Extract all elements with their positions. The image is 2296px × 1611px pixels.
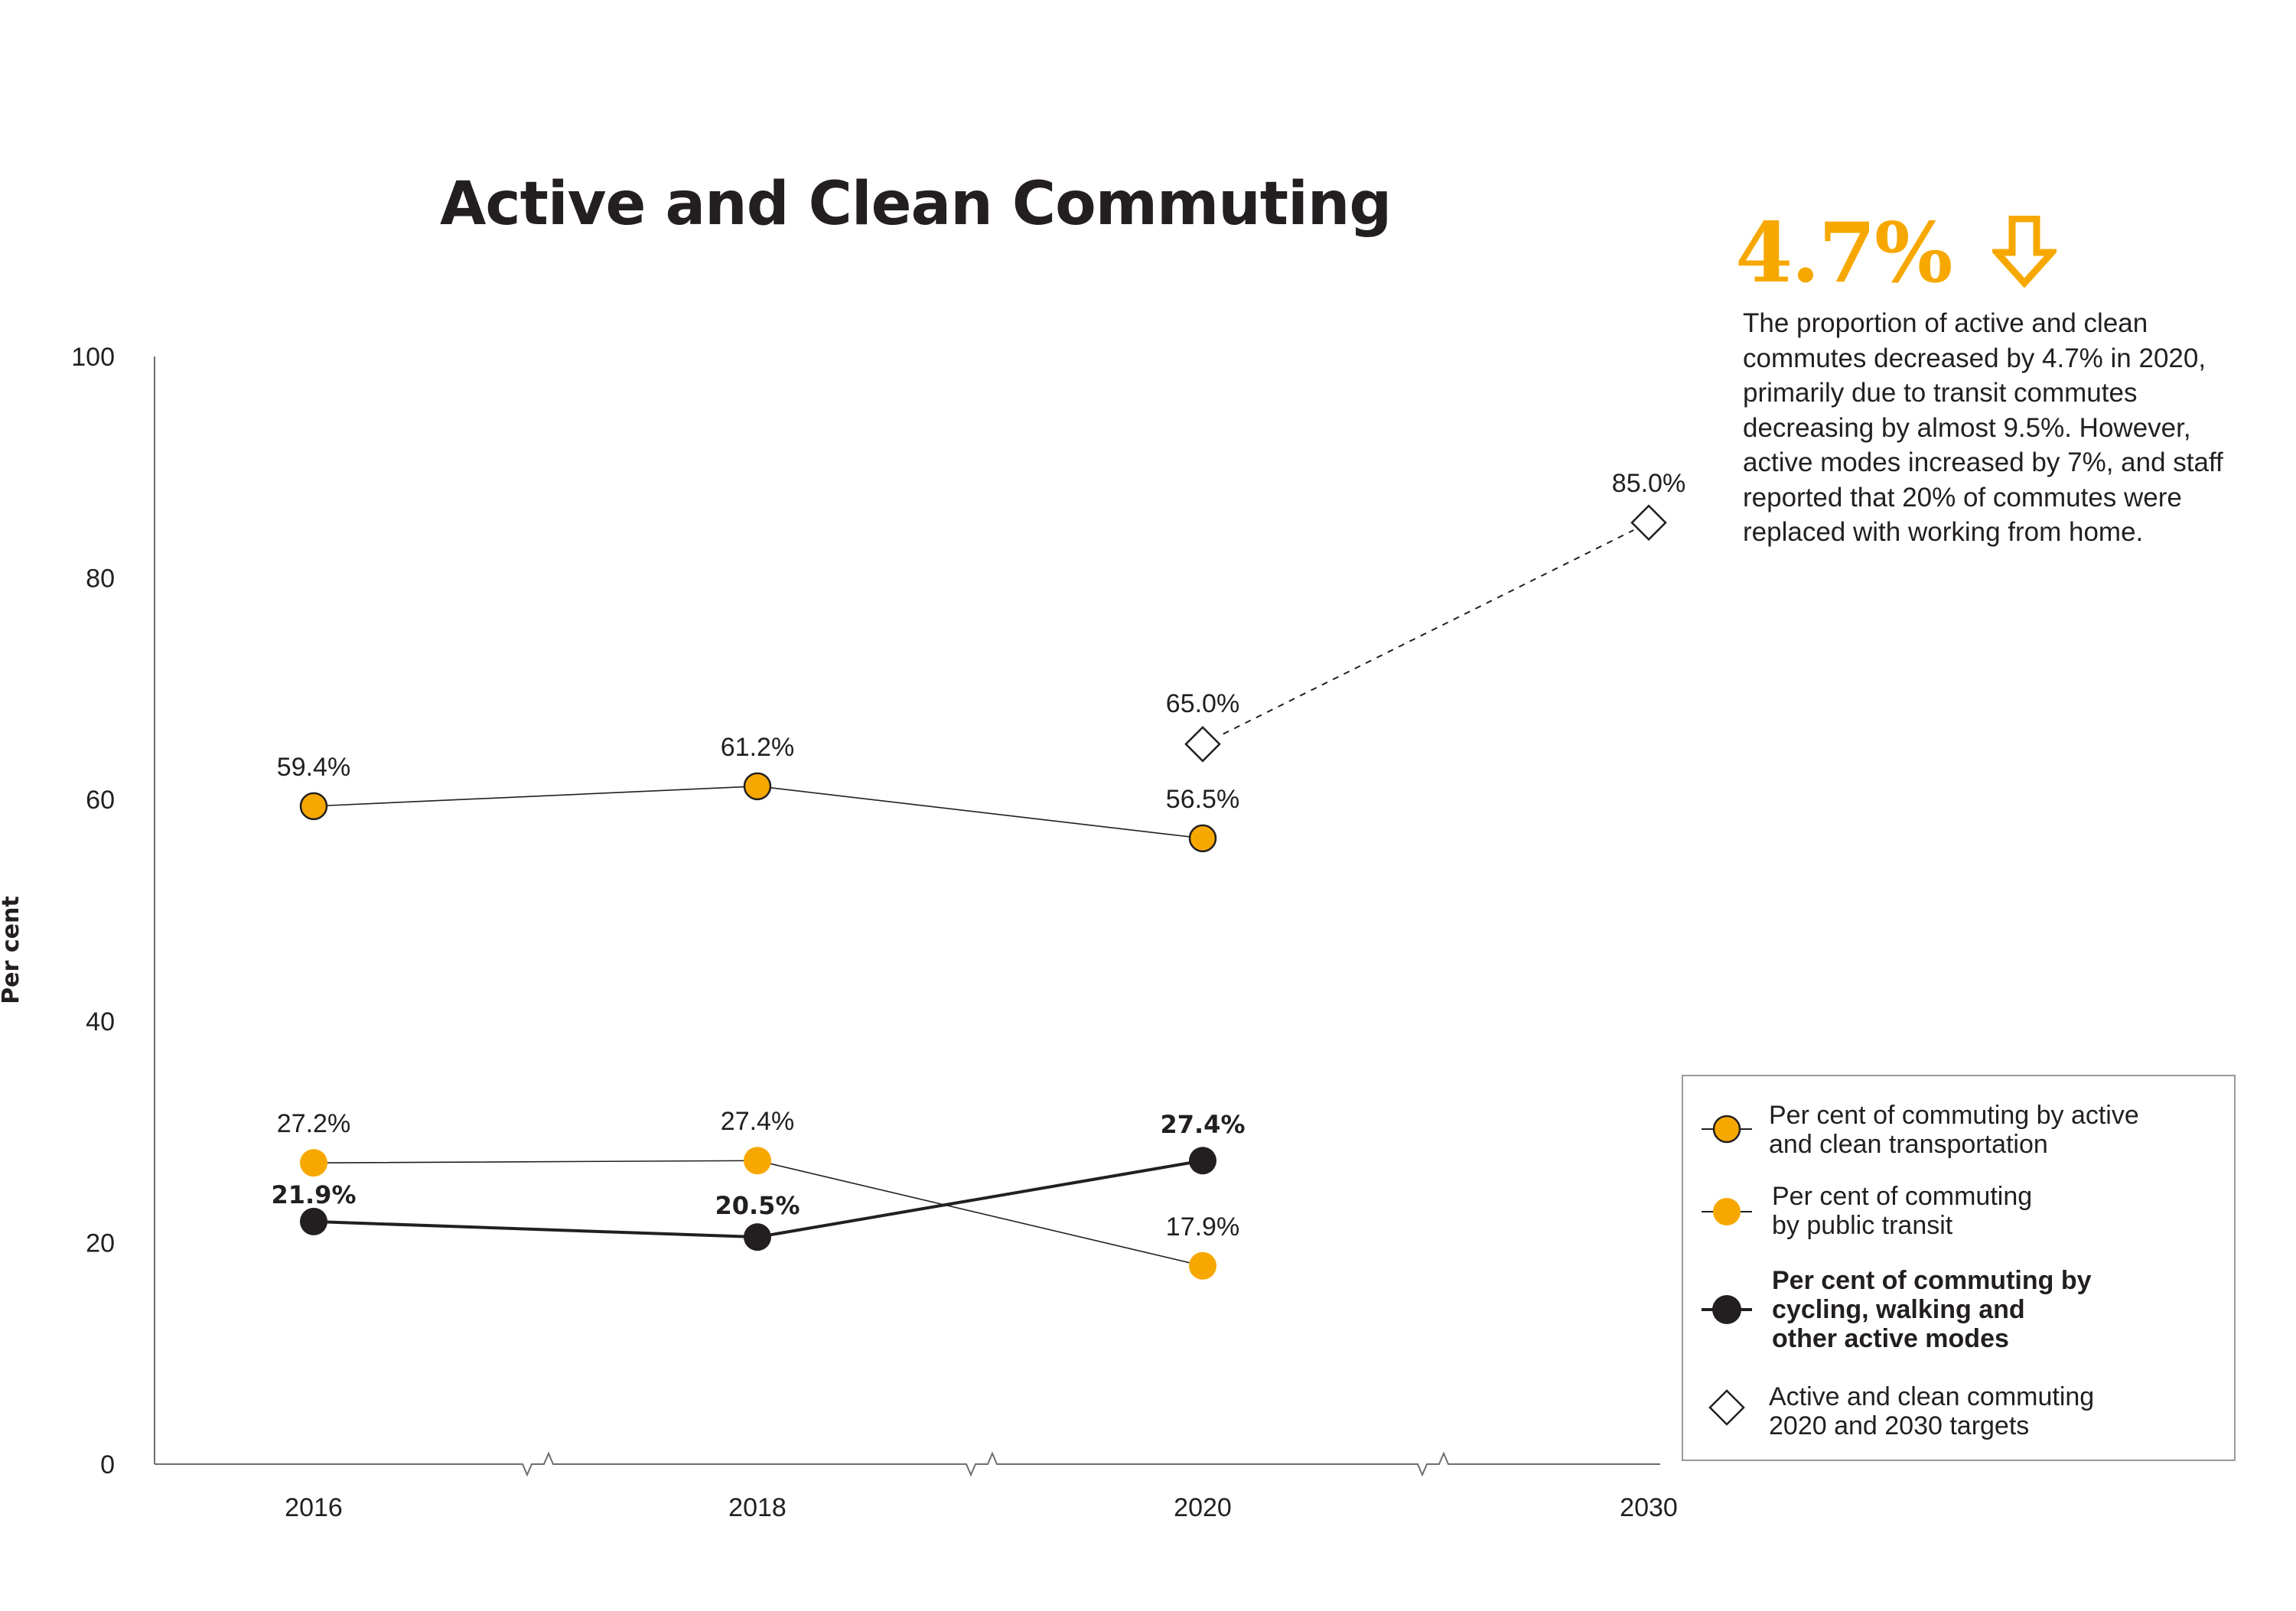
down-arrow-icon <box>1992 216 2057 288</box>
data-label-active_modes: 27.4% <box>1160 1110 1245 1139</box>
data-point-active_modes <box>300 1207 327 1235</box>
data-point-active_clean <box>743 772 772 801</box>
legend-swatch-outlined-circle <box>1702 1115 1752 1144</box>
data-label-targets: 85.0% <box>1612 469 1685 498</box>
chart-title: Active and Clean Commuting <box>440 170 1392 239</box>
data-point-transit <box>744 1147 771 1175</box>
data-label-targets: 65.0% <box>1166 689 1239 718</box>
legend-label: Active and clean commuting 2020 and 2030 … <box>1769 1382 2095 1440</box>
callout-stat: 4.7% <box>1735 205 1953 301</box>
y-tick-label: 0 <box>100 1450 115 1479</box>
data-label-transit: 17.9% <box>1166 1212 1239 1242</box>
data-point-transit <box>300 1149 327 1177</box>
x-axis-line <box>155 1451 1660 1477</box>
x-tick-label: 2018 <box>728 1493 787 1522</box>
chart-data-labels: 27.2% 27.4% 17.9% 21.9% 20.5% 27.4% 59.4% 61.2%… <box>271 469 1685 1242</box>
data-point-active_modes <box>744 1223 771 1251</box>
y-tick-label: 80 <box>86 565 115 594</box>
data-label-active_clean: 61.2% <box>721 733 794 762</box>
x-tick-label: 2030 <box>1620 1493 1678 1522</box>
callout-text: The proportion of active and clean commu… <box>1743 308 2223 547</box>
x-tick-label: 2016 <box>285 1493 343 1522</box>
legend-label: Per cent of commuting by active and clean… <box>1769 1101 2139 1159</box>
legend-swatch-diamond <box>1708 1389 1745 1426</box>
data-point-targets <box>1184 726 1221 763</box>
data-label-transit: 27.4% <box>721 1107 794 1136</box>
legend-swatch-dark-circle <box>1702 1295 1752 1324</box>
series-line-targets <box>1223 529 1634 735</box>
chart-legend: Per cent of commuting by active and clean… <box>1682 1075 2236 1461</box>
data-label-active_modes: 20.5% <box>715 1191 800 1220</box>
y-tick-label: 60 <box>86 786 115 815</box>
y-tick-label: 40 <box>86 1007 115 1037</box>
data-label-transit: 27.2% <box>277 1109 350 1138</box>
chart-axes: 0 20 40 60 80 100 Per cent 2016 2018 2020 2030 <box>0 343 1678 1522</box>
data-point-active_clean <box>299 792 328 821</box>
data-point-targets <box>1630 504 1667 541</box>
y-axis-title: Per cent <box>0 896 24 1004</box>
legend-swatch-circle <box>1702 1198 1752 1225</box>
data-point-active_clean <box>1188 824 1217 853</box>
x-tick-label: 2020 <box>1174 1493 1232 1522</box>
data-label-active_clean: 59.4% <box>277 753 350 782</box>
legend-label: Per cent of commuting by public transit <box>1772 1182 2033 1240</box>
data-point-transit <box>1189 1251 1216 1280</box>
y-tick-label: 100 <box>71 343 115 372</box>
y-tick-label: 20 <box>86 1229 115 1258</box>
legend-label: Per cent of commuting by cycling, walking… <box>1772 1266 2092 1353</box>
data-point-active_modes <box>1189 1147 1216 1175</box>
data-label-active_clean: 56.5% <box>1166 785 1239 814</box>
data-label-active_modes: 21.9% <box>271 1180 356 1209</box>
chart-series <box>299 504 1667 1280</box>
